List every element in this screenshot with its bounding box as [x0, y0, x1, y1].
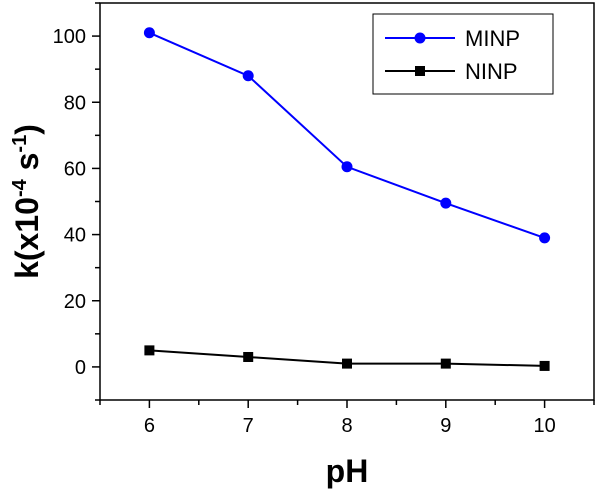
x-tick-label: 10: [533, 415, 555, 437]
data-point-minp: [341, 161, 353, 173]
legend-label-minp: MINP: [465, 26, 520, 51]
x-tick-label: 7: [243, 415, 254, 437]
y-tick-label: 20: [64, 291, 86, 313]
x-tick-label: 8: [341, 415, 352, 437]
y-axis-title-middle: s: [9, 153, 45, 180]
legend-marker-minp: [414, 32, 426, 44]
data-point-ninp: [342, 358, 352, 369]
y-axis-title-sup1: -4: [9, 178, 31, 197]
data-point-minp: [242, 70, 254, 82]
series-ninp: [144, 345, 550, 371]
y-tick-label: 80: [64, 92, 86, 114]
data-point-minp: [440, 197, 452, 209]
y-axis-title-sup2: -1: [9, 135, 31, 153]
y-tick-label: 100: [53, 26, 86, 48]
y-axis-title: k(x10-4 s-1): [9, 124, 45, 279]
y-axis-title-suffix: ): [9, 124, 45, 135]
y-axis-title-prefix: k(x10: [9, 197, 45, 279]
legend-label-ninp: NINP: [465, 59, 518, 84]
x-tick-label: 6: [144, 415, 155, 437]
legend-box: [372, 13, 554, 95]
data-point-ninp: [539, 360, 550, 371]
legend-marker-ninp: [415, 66, 425, 76]
x-tick-label: 9: [440, 415, 451, 437]
y-tick-label: 0: [75, 357, 86, 379]
legend: MINP NINP: [372, 13, 554, 95]
data-point-ninp: [243, 351, 254, 362]
data-point-minp: [143, 27, 155, 39]
y-tick-label: 40: [64, 225, 86, 247]
data-point-ninp: [440, 358, 451, 369]
x-axis-title: pH: [326, 453, 369, 489]
y-tick-label: 60: [64, 158, 86, 180]
data-point-ninp: [144, 345, 155, 356]
data-point-minp: [539, 232, 551, 244]
series-layer: [143, 27, 551, 371]
series-minp: [143, 27, 551, 244]
